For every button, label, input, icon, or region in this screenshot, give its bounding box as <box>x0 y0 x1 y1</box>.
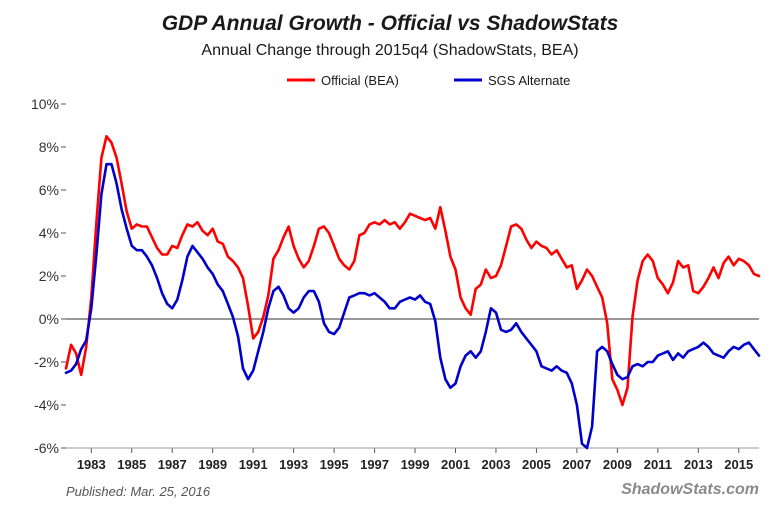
x-tick-label: 2011 <box>644 457 672 472</box>
y-axis: 10% 8% 6% 4% 2% 0% -2% -4% -6% <box>31 96 66 456</box>
x-tick-label: 1995 <box>320 457 349 472</box>
legend-label-official: Official (BEA) <box>321 73 399 88</box>
legend: Official (BEA) SGS Alternate <box>287 73 570 88</box>
y-tick-label: 2% <box>39 268 59 284</box>
chart-subtitle: Annual Change through 2015q4 (ShadowStat… <box>201 42 578 59</box>
published-date: Published: Mar. 25, 2016 <box>66 484 211 499</box>
series-line-sgs-alternate <box>64 162 761 450</box>
y-tick-label: 8% <box>39 139 59 155</box>
x-tick-label: 2013 <box>684 457 713 472</box>
x-tick-label: 2009 <box>603 457 632 472</box>
x-tick-label: 1987 <box>158 457 187 472</box>
x-tick-label: 1985 <box>117 457 146 472</box>
x-axis: 1983 1985 1987 1989 1991 1993 1995 1997 1999 2001… <box>77 448 753 472</box>
x-tick-label: 1997 <box>360 457 389 472</box>
y-tick-label: -4% <box>34 397 59 413</box>
x-tick-label: 2015 <box>724 457 753 472</box>
x-tick-label: 2003 <box>482 457 511 472</box>
y-tick-label: -2% <box>34 354 59 370</box>
x-tick-label: 1991 <box>239 457 268 472</box>
y-tick-label: 4% <box>39 225 59 241</box>
legend-label-sgs: SGS Alternate <box>488 73 570 88</box>
shadowstats-watermark: ShadowStats.com <box>621 481 759 498</box>
x-tick-label: 2005 <box>522 457 551 472</box>
y-tick-label: 0% <box>39 311 59 327</box>
x-tick-label: 1993 <box>279 457 308 472</box>
x-tick-label: 1983 <box>77 457 106 472</box>
chart-title: GDP Annual Growth - Official vs ShadowSt… <box>162 12 619 35</box>
series-layer <box>64 135 761 450</box>
x-tick-label: 2001 <box>441 457 470 472</box>
x-tick-label: 1989 <box>198 457 227 472</box>
x-tick-label: 1999 <box>401 457 430 472</box>
y-tick-label: 10% <box>31 96 59 112</box>
x-tick-label: 2007 <box>562 457 591 472</box>
y-tick-label: 6% <box>39 182 59 198</box>
series-line-official-bea <box>64 135 761 407</box>
y-tick-label: -6% <box>34 440 59 456</box>
